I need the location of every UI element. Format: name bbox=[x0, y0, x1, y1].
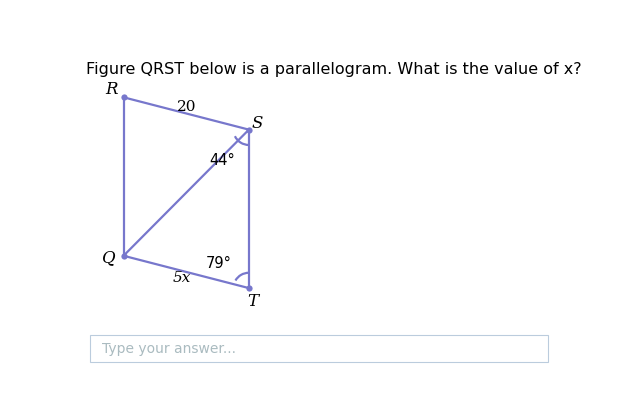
Text: 5x: 5x bbox=[172, 271, 190, 286]
Text: 79°: 79° bbox=[206, 256, 232, 271]
FancyBboxPatch shape bbox=[90, 335, 548, 362]
Text: Type your answer...: Type your answer... bbox=[102, 342, 236, 356]
Text: Q: Q bbox=[102, 249, 116, 266]
Text: T: T bbox=[247, 293, 258, 310]
Text: Figure QRST below is a parallelogram. What is the value of x?: Figure QRST below is a parallelogram. Wh… bbox=[86, 62, 582, 77]
Text: 20: 20 bbox=[177, 100, 196, 114]
Text: R: R bbox=[105, 81, 118, 98]
Text: S: S bbox=[252, 115, 263, 131]
Text: 44°: 44° bbox=[210, 153, 235, 168]
